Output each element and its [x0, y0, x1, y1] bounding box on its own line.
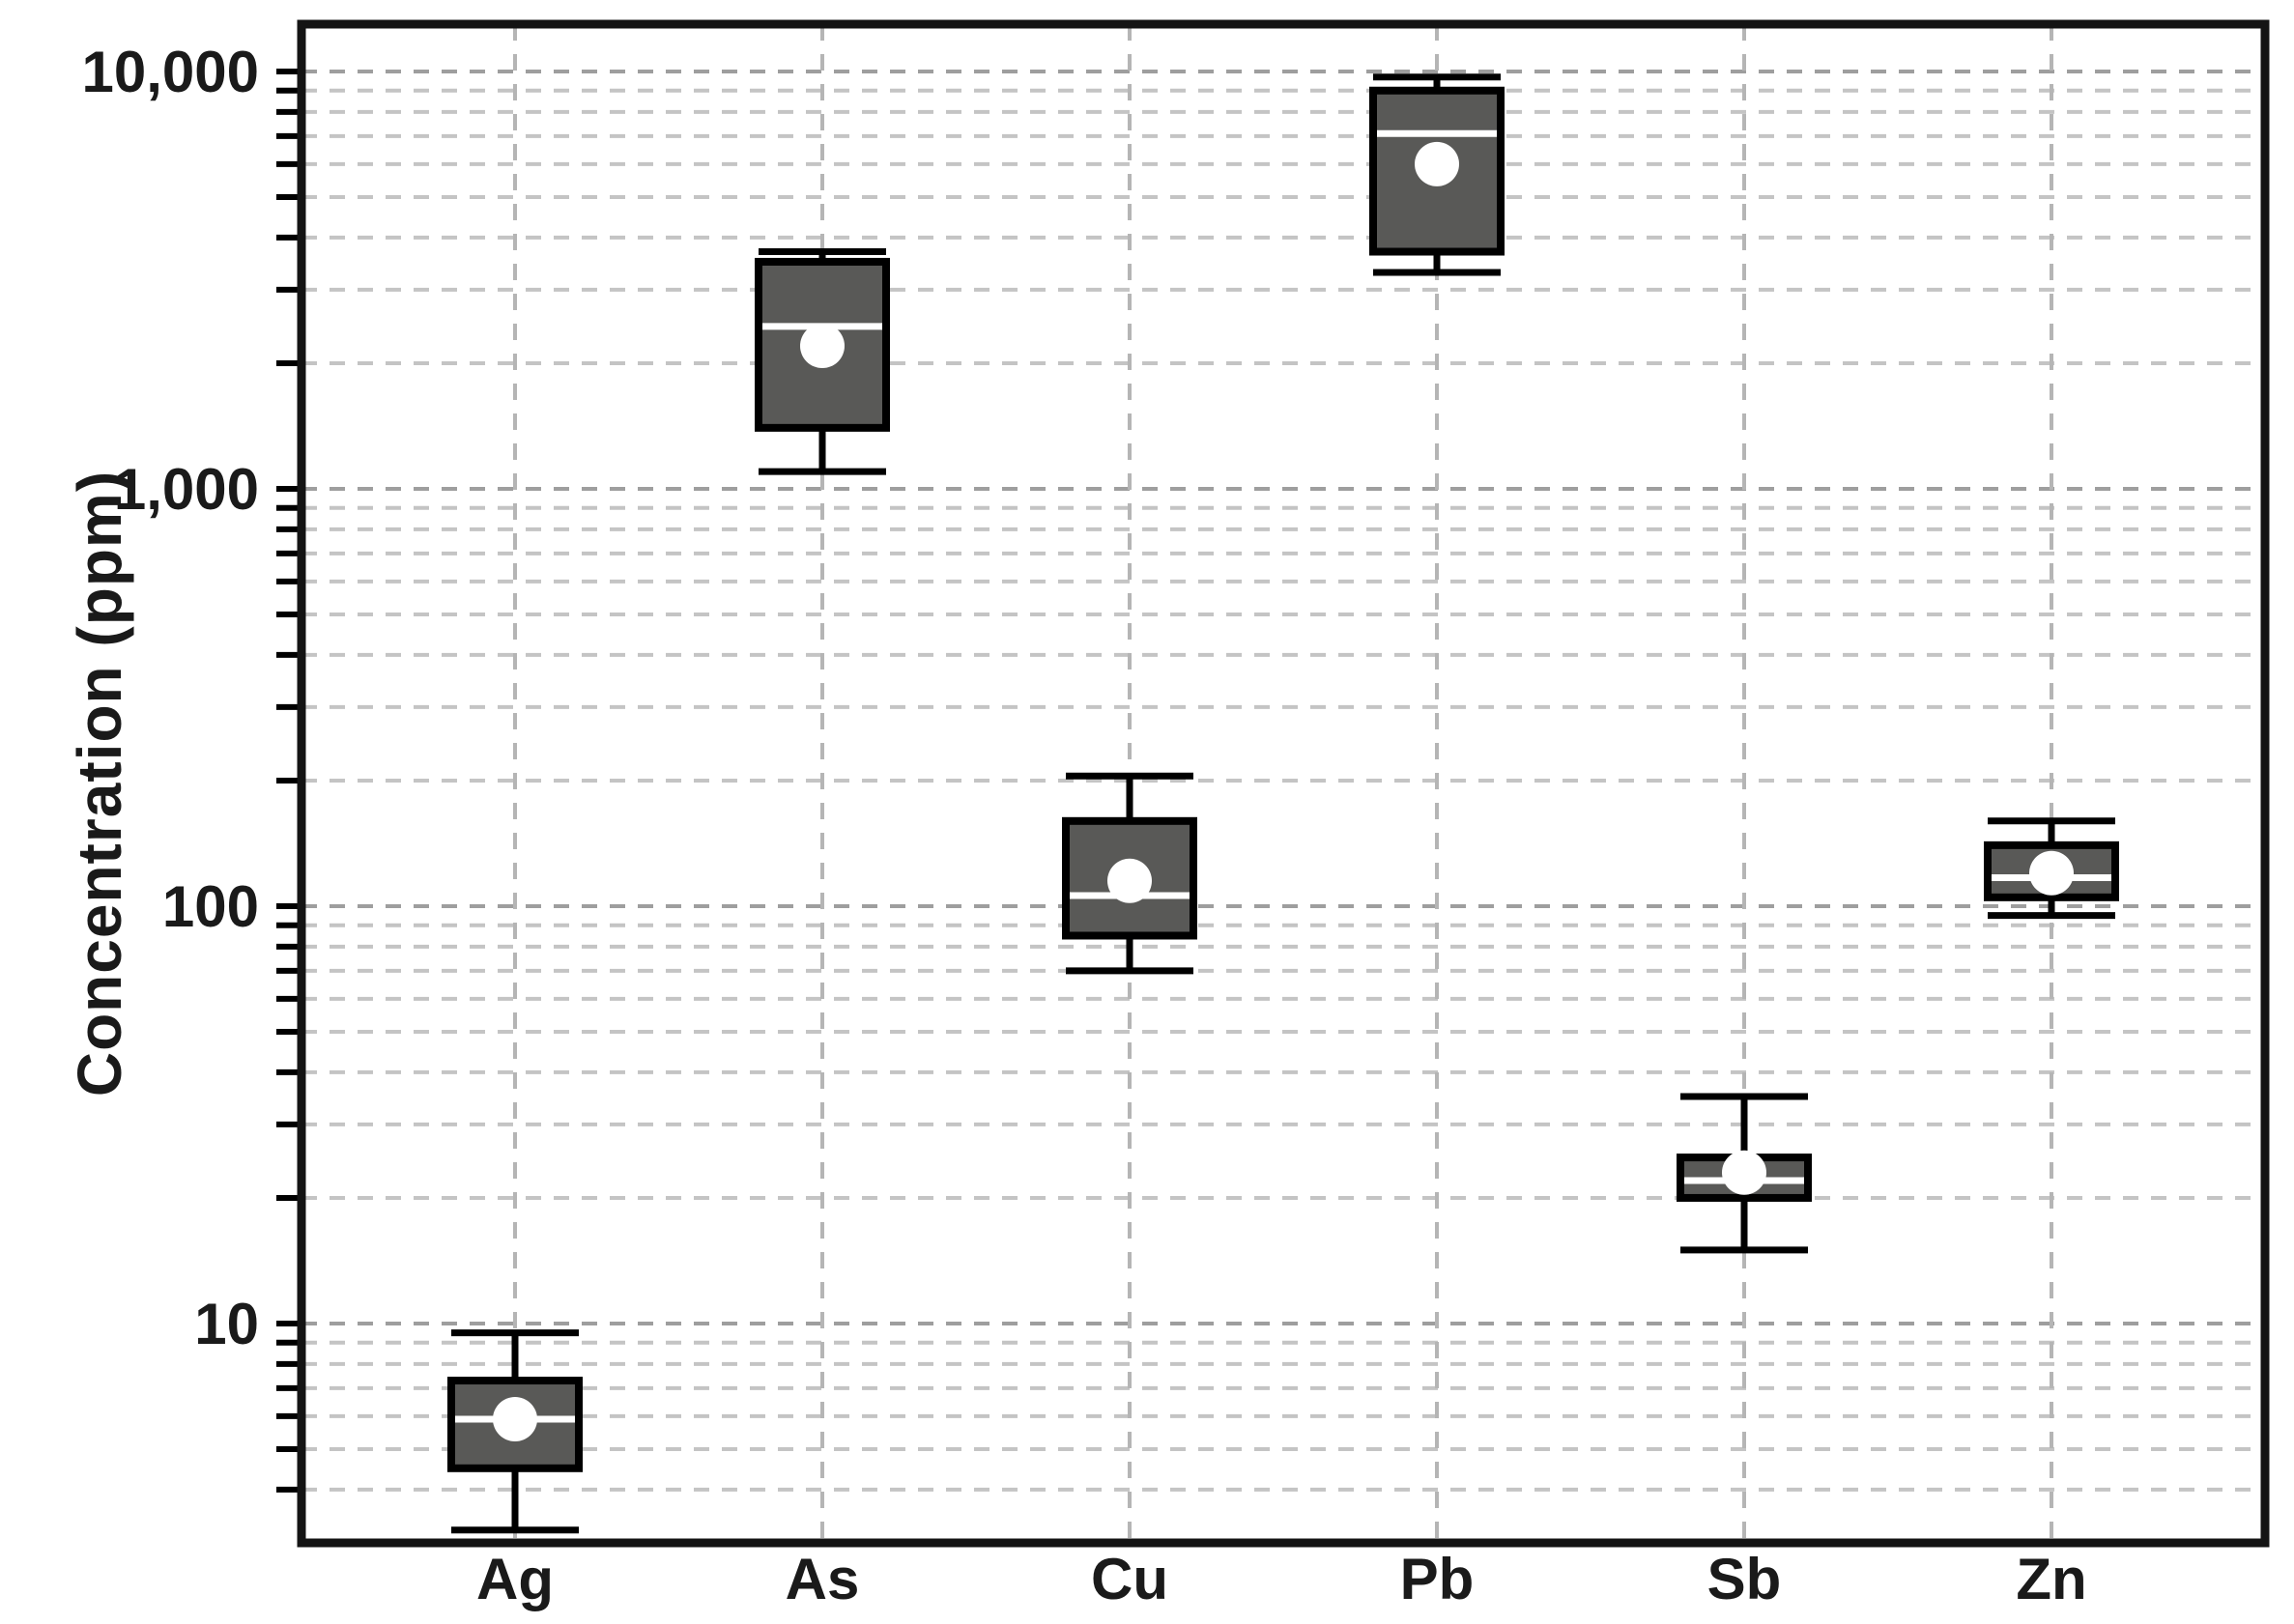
svg-text:Ag: Ag: [476, 1547, 554, 1611]
svg-text:Cu: Cu: [1091, 1547, 1168, 1611]
svg-text:10,000: 10,000: [81, 40, 259, 104]
box-Pb: [1369, 73, 1505, 276]
mean-marker-As: [800, 324, 845, 369]
plot-border: [297, 19, 2270, 1548]
box-Sb: [1677, 1093, 1812, 1254]
box-Zn: [1984, 817, 2119, 920]
mean-marker-Ag: [493, 1396, 537, 1441]
svg-text:Sb: Sb: [1707, 1547, 1782, 1611]
gridlines: [301, 69, 2265, 1492]
svg-text:Pb: Pb: [1400, 1547, 1475, 1611]
svg-text:Zn: Zn: [2016, 1547, 2086, 1611]
svg-text:10: 10: [194, 1292, 259, 1356]
svg-text:1,000: 1,000: [114, 457, 259, 522]
svg-text:As: As: [786, 1547, 860, 1611]
category-gridlines: [513, 24, 2053, 1543]
mean-marker-Zn: [2029, 850, 2074, 896]
mean-marker-Cu: [1107, 858, 1152, 903]
y-tick-labels: 10,000 1,000 100 10: [81, 40, 259, 1356]
box-As: [755, 248, 890, 475]
mean-marker-Pb: [1415, 141, 1459, 186]
mean-marker-Sb: [1722, 1150, 1766, 1195]
box-Cu: [1062, 772, 1197, 975]
box-Ag: [447, 1329, 583, 1534]
svg-text:100: 100: [162, 874, 259, 939]
x-category-labels: Ag As Cu Pb Sb Zn: [476, 1547, 2087, 1611]
